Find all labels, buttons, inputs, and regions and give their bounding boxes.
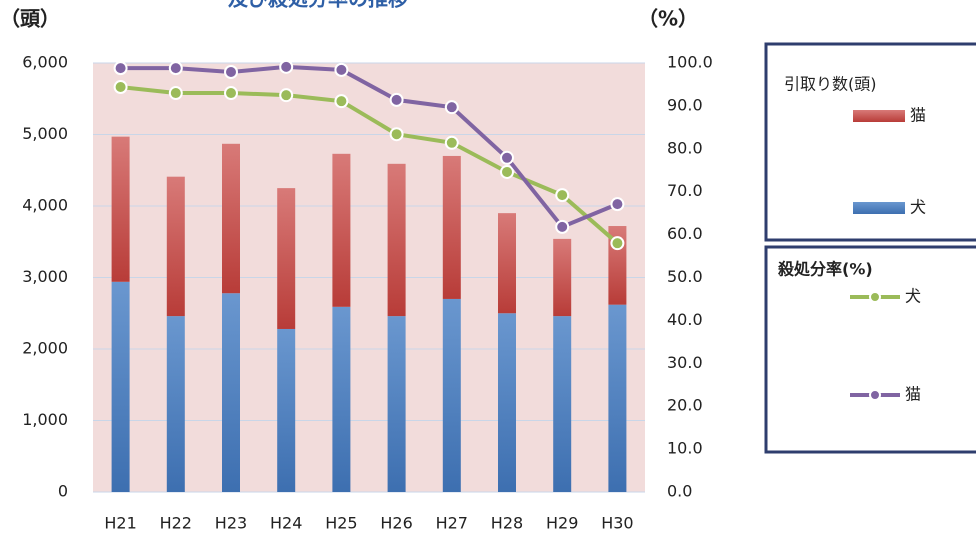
legend-title: 殺処分率(%): [777, 260, 873, 279]
y-tick-label: 6,000: [22, 53, 68, 72]
y2-tick-label: 50.0: [667, 267, 703, 286]
x-tick-label: H22: [160, 514, 192, 533]
marker: [555, 219, 570, 234]
y-tick-label: 2,000: [22, 339, 68, 358]
marker: [334, 62, 349, 77]
bar: [387, 316, 406, 492]
marker: [389, 127, 404, 142]
x-tick-label: H30: [601, 514, 633, 533]
bar: [442, 155, 461, 299]
marker: [500, 150, 514, 165]
y-tick-label: 0: [58, 482, 68, 501]
bar: [387, 163, 406, 317]
bar: [498, 213, 516, 314]
marker: [113, 61, 128, 76]
marker: [444, 135, 459, 150]
x-tick-label: H23: [215, 514, 247, 533]
chart-title: 及び殺処分率の推移: [228, 0, 408, 11]
x-tick-label: H28: [491, 514, 523, 533]
bar: [111, 136, 130, 282]
y-tick-label: 5,000: [22, 124, 68, 143]
bar: [222, 293, 240, 492]
y2-tick-label: 20.0: [667, 396, 703, 415]
y2-axis-label: （%）: [638, 7, 698, 31]
x-tick-label: H29: [546, 514, 578, 533]
y2-tick-label: 90.0: [667, 95, 703, 114]
y-axis-label: （頭）: [0, 7, 60, 31]
marker: [555, 188, 570, 203]
x-tick-label: H21: [104, 514, 136, 533]
y2-tick-label: 10.0: [667, 439, 703, 458]
bar: [277, 188, 296, 329]
bar: [111, 281, 130, 492]
marker: [113, 80, 128, 95]
legend-label: 猫: [905, 385, 921, 404]
x-tick-label: H24: [270, 514, 302, 533]
marker: [279, 59, 294, 74]
y2-tick-label: 80.0: [667, 138, 703, 157]
y-tick-label: 1,000: [22, 410, 68, 429]
marker: [334, 94, 349, 109]
marker: [610, 197, 625, 212]
line: [120, 85, 619, 245]
legend-box: [764, 42, 976, 242]
bar: [332, 306, 351, 492]
marker: [444, 100, 459, 115]
y2-tick-label: 30.0: [667, 353, 703, 372]
marker: [389, 92, 404, 107]
legend-swatch: [869, 291, 881, 303]
marker: [500, 164, 514, 179]
bar: [332, 153, 351, 307]
legend-label: 猫: [910, 106, 926, 125]
marker: [279, 88, 294, 103]
y-tick-label: 4,000: [22, 196, 68, 215]
y2-tick-label: 100.0: [667, 53, 713, 72]
marker: [168, 61, 183, 76]
legend-swatch: [869, 389, 881, 401]
marker: [168, 86, 183, 101]
marker: [610, 236, 625, 251]
bar: [553, 316, 572, 492]
legend-swatch: [853, 202, 905, 214]
legend-label: 犬: [905, 287, 921, 306]
bar: [166, 176, 185, 317]
bar: [166, 316, 185, 492]
bar: [498, 313, 516, 492]
bar: [222, 143, 240, 294]
bar: [553, 238, 572, 317]
marker: [224, 65, 238, 80]
y2-tick-label: 70.0: [667, 181, 703, 200]
bar: [277, 328, 296, 492]
line: [120, 64, 619, 230]
bar: [442, 298, 461, 492]
bar: [608, 304, 627, 492]
y2-tick-label: 60.0: [667, 224, 703, 243]
marker: [224, 86, 238, 101]
x-tick-label: H25: [325, 514, 357, 533]
legend-swatch: [853, 110, 905, 122]
legend-box: [764, 245, 976, 454]
x-tick-label: H27: [436, 514, 468, 533]
y-tick-label: 3,000: [22, 267, 68, 286]
y2-tick-label: 40.0: [667, 310, 703, 329]
x-tick-label: H26: [380, 514, 412, 533]
legend-title: 引取り数(頭): [784, 75, 877, 94]
y2-tick-label: 0.0: [667, 482, 692, 501]
legend-label: 犬: [910, 198, 926, 217]
